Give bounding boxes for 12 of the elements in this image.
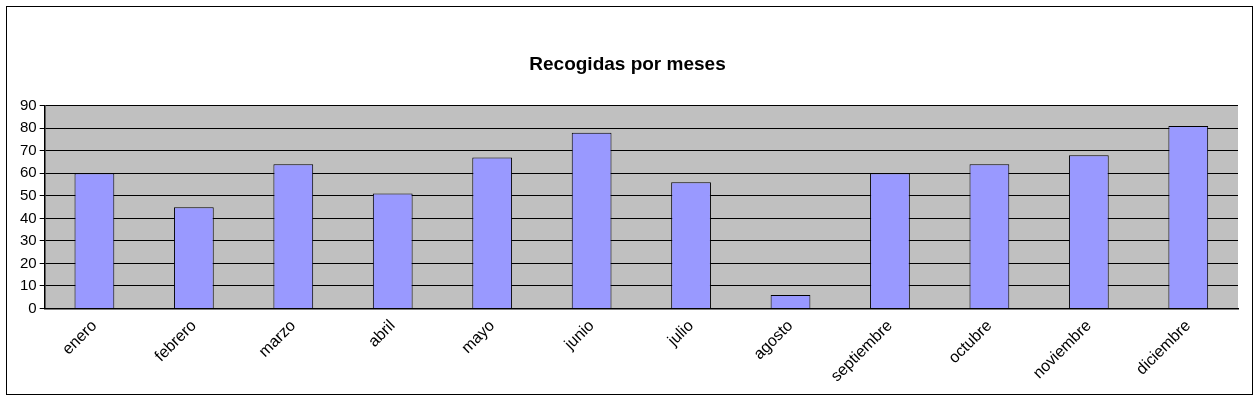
y-tick-label: 90 (20, 95, 37, 113)
y-tick-label: 30 (20, 231, 37, 249)
y-tick-label: 70 (20, 140, 37, 158)
y-tick-label: 40 (20, 208, 37, 226)
y-tick-label: 60 (20, 163, 37, 181)
y-tick-label: 10 (20, 276, 37, 294)
y-tick-label: 0 (28, 298, 37, 316)
y-tick-label: 20 (20, 253, 37, 271)
y-tick-label: 80 (20, 118, 37, 136)
y-tick-label: 50 (20, 186, 37, 204)
x-tick-label: julio (663, 316, 697, 350)
chart-title: Recogidas por meses (529, 52, 726, 74)
